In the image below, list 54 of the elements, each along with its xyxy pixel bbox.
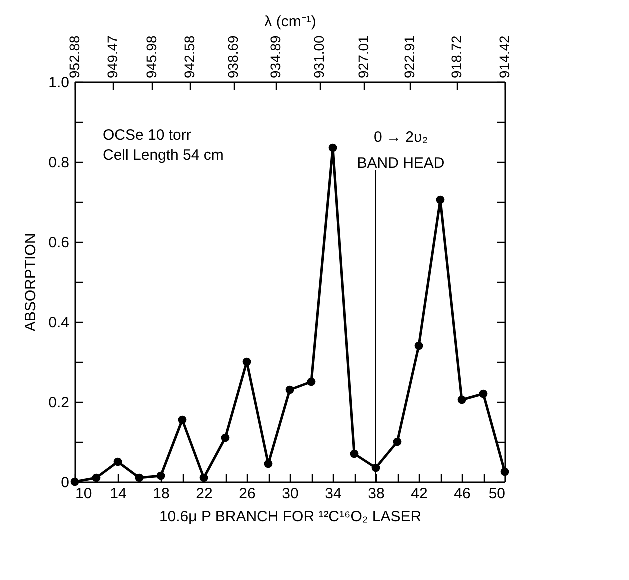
x-tick-label: 22 xyxy=(196,486,213,502)
point xyxy=(350,450,359,458)
x2-tick-label: 927.01 xyxy=(356,35,372,78)
x-tick-label: 14 xyxy=(110,486,127,502)
x2-tick-label: 931.00 xyxy=(311,35,328,78)
x2-axis-title: λ (cm⁻¹) xyxy=(264,14,316,31)
annotation: OCSe 10 torr xyxy=(103,127,192,144)
x-tick-label: 50 xyxy=(488,486,506,502)
point xyxy=(328,144,338,152)
point xyxy=(114,458,122,466)
point xyxy=(200,474,208,482)
point xyxy=(500,468,510,476)
y-tick-label: 0 xyxy=(61,474,70,492)
y-axis-title: ABSORPTION xyxy=(22,233,40,332)
point xyxy=(414,342,424,350)
x2-tick-label: 938.69 xyxy=(225,35,242,78)
x2-tick-label: 949.47 xyxy=(104,35,121,78)
ref-line-label: 0 → 2υ₂ BAND HEAD xyxy=(357,129,445,172)
x-tick-label: 38 xyxy=(368,486,385,502)
x2-tick-label: 942.58 xyxy=(182,35,198,78)
x2-tick-label: 945.98 xyxy=(144,35,160,78)
point xyxy=(436,196,445,204)
x-tick-label: 26 xyxy=(239,486,256,502)
x-tick-label: 18 xyxy=(153,486,170,502)
point xyxy=(307,378,316,386)
point xyxy=(286,386,294,394)
x-tick-label: 34 xyxy=(325,486,342,502)
x2-tick-label: 918.72 xyxy=(448,35,464,78)
annotation: Cell Length 54 cm xyxy=(103,147,224,164)
y-tick-label: 0.2 xyxy=(48,394,70,412)
x2-tick-label: 934.89 xyxy=(268,35,284,78)
point xyxy=(393,438,402,446)
point xyxy=(156,472,166,480)
point xyxy=(221,434,230,442)
point xyxy=(242,358,252,366)
x2-tick-label: 952.88 xyxy=(66,35,82,78)
point xyxy=(70,478,80,486)
y-tick-label: 0.6 xyxy=(48,234,70,252)
x-axis-title: 10.6μ P BRANCH FOR ¹²C¹⁶O₂ LASER xyxy=(159,508,422,526)
point xyxy=(178,416,187,424)
x-tick-label: 30 xyxy=(282,486,299,502)
x-tick-label: 10 xyxy=(76,486,92,502)
y-tick-label: 0.4 xyxy=(48,314,70,332)
x-tick-label: 46 xyxy=(454,486,471,502)
point xyxy=(479,390,488,398)
point xyxy=(264,460,273,468)
x2-tick-label: 914.42 xyxy=(496,35,512,78)
point xyxy=(92,474,101,482)
y-tick-label: 0.8 xyxy=(48,154,70,172)
point xyxy=(135,474,144,482)
point xyxy=(458,396,466,404)
x2-tick-label: 922.91 xyxy=(402,35,418,78)
y-tick-label: 1.0 xyxy=(48,74,70,92)
x-tick-label: 42 xyxy=(411,486,428,502)
